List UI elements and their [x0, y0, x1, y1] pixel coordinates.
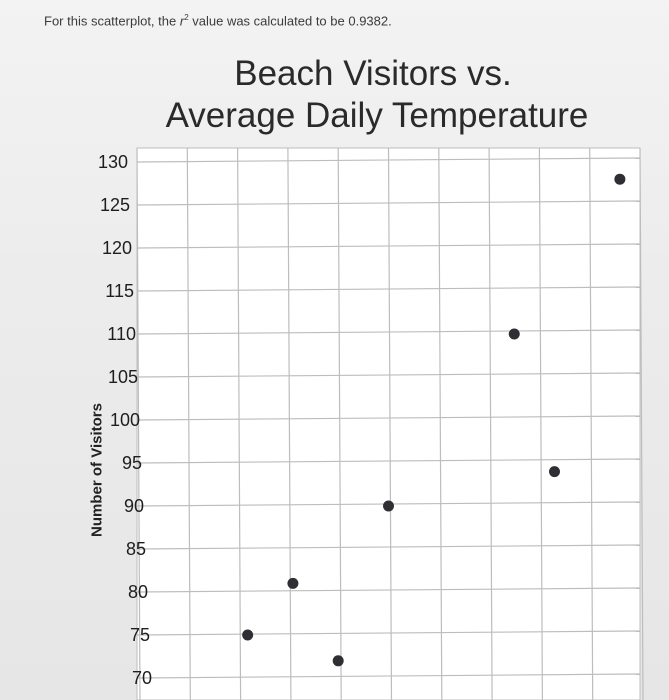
- x-gridline: [337, 147, 342, 700]
- intro-suffix: value was calculated to be 0.9382.: [188, 13, 392, 29]
- x-gridline: [186, 147, 191, 700]
- y-gridline: [136, 200, 641, 206]
- x-gridline: [136, 147, 141, 700]
- data-point: [242, 629, 254, 641]
- intro-text: For this scatterplot, the r2 value was c…: [44, 13, 392, 28]
- y-gridline: [136, 630, 641, 636]
- data-point: [548, 466, 560, 478]
- r-squared-exponent: 2: [184, 13, 189, 22]
- x-gridline: [538, 147, 544, 700]
- y-gridline: [136, 587, 641, 593]
- x-gridline: [639, 147, 644, 700]
- y-tick-label: 115: [105, 281, 134, 301]
- data-point: [332, 655, 344, 667]
- x-gridline: [488, 147, 493, 700]
- grid-layer: [136, 147, 644, 700]
- y-gridline: [136, 544, 641, 550]
- y-tick-label: 75: [130, 625, 150, 645]
- y-tick-label: 95: [122, 453, 142, 473]
- intro-prefix: For this scatterplot, the: [44, 13, 180, 29]
- data-point: [614, 173, 626, 185]
- data-point: [508, 328, 520, 340]
- y-tick-label: 90: [124, 496, 144, 516]
- y-gridline: [136, 157, 641, 163]
- y-gridline: [136, 673, 641, 679]
- y-tick-label: 70: [132, 668, 152, 688]
- y-gridline: [136, 372, 641, 378]
- y-gridline: [136, 458, 641, 464]
- y-tick-label: 125: [100, 195, 130, 215]
- y-gridline: [136, 286, 641, 292]
- y-tick-label: 130: [98, 152, 128, 172]
- r-symbol: r: [179, 13, 185, 29]
- x-gridline: [237, 147, 242, 700]
- chart-title-line1: Beach Visitors vs.: [234, 54, 512, 93]
- y-tick-label: 80: [128, 582, 148, 602]
- y-gridline: [136, 329, 641, 335]
- y-tick-layer: 130 125 120 115 110 105 100 95 90 85 80 75 70: [98, 152, 152, 688]
- x-gridline: [438, 147, 443, 700]
- data-point: [287, 577, 299, 589]
- x-gridline: [387, 147, 393, 700]
- y-tick-label: 120: [102, 238, 132, 258]
- y-tick-label: 105: [108, 367, 138, 387]
- y-gridline: [136, 415, 641, 421]
- y-gridline: [136, 243, 641, 249]
- y-tick-label: 100: [110, 410, 140, 430]
- chart-title-line2: Average Daily Temperature: [165, 96, 589, 135]
- data-point: [383, 500, 394, 512]
- data-point-layer: [242, 173, 626, 667]
- x-gridline: [287, 147, 292, 700]
- y-tick-label: 85: [126, 539, 146, 559]
- x-gridline: [589, 147, 594, 700]
- y-tick-label: 110: [107, 324, 136, 344]
